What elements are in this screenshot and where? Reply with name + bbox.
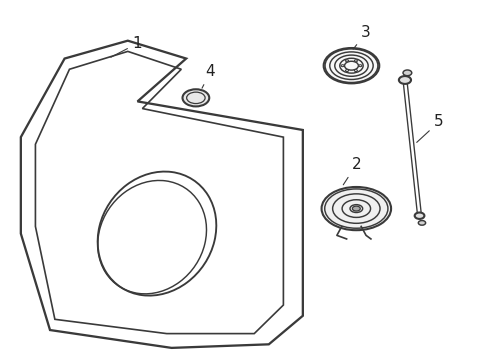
- Ellipse shape: [323, 48, 379, 84]
- Text: 3: 3: [352, 25, 370, 49]
- Ellipse shape: [352, 206, 360, 211]
- Ellipse shape: [398, 76, 410, 84]
- Text: 2: 2: [343, 157, 360, 185]
- Ellipse shape: [402, 70, 411, 76]
- Ellipse shape: [182, 89, 209, 107]
- Ellipse shape: [358, 65, 361, 67]
- Ellipse shape: [341, 65, 344, 67]
- Ellipse shape: [414, 212, 424, 219]
- Text: 4: 4: [202, 64, 215, 88]
- Ellipse shape: [417, 221, 425, 225]
- Ellipse shape: [345, 60, 348, 62]
- Ellipse shape: [321, 187, 390, 230]
- Text: 1: 1: [111, 36, 142, 57]
- Ellipse shape: [354, 60, 357, 62]
- Ellipse shape: [354, 69, 357, 72]
- Ellipse shape: [345, 69, 348, 72]
- Text: 5: 5: [416, 114, 443, 143]
- Ellipse shape: [98, 172, 216, 296]
